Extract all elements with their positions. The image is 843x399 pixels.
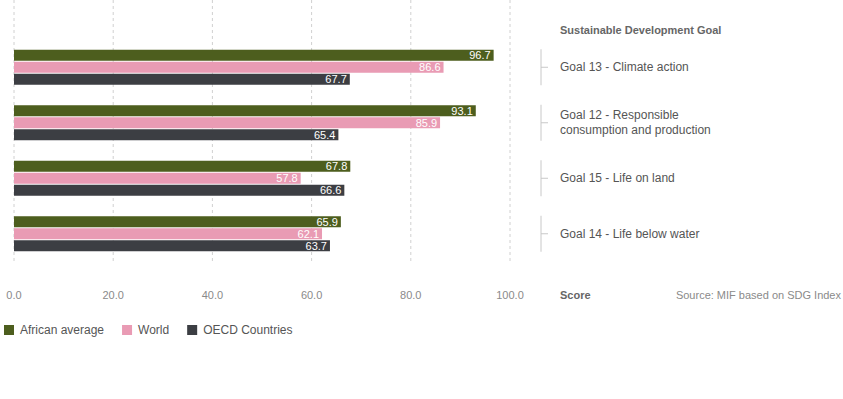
category-label: Goal 14 - Life below water: [560, 227, 699, 241]
bar: [14, 62, 444, 73]
data-label: 93.1: [451, 105, 472, 117]
category-label-line: Goal 15 - Life on land: [560, 171, 675, 185]
legend-label: African average: [20, 323, 104, 337]
category-label: Goal 15 - Life on land: [560, 171, 675, 185]
tick-label: 40.0: [202, 289, 223, 301]
bar: [14, 216, 341, 227]
bar: [14, 117, 440, 128]
grid-line: [410, 0, 411, 262]
bar: [14, 74, 350, 85]
category-label-line: Goal 12 - Responsible: [560, 108, 679, 122]
tick-label: 80.0: [400, 289, 421, 301]
data-label: 66.6: [320, 184, 341, 196]
bracket-tick: [541, 122, 548, 123]
data-label: 67.8: [326, 160, 347, 172]
category-label-line: consumption and production: [560, 123, 711, 137]
tick-label: 60.0: [301, 289, 322, 301]
category-axis-title: Sustainable Development Goal: [560, 24, 721, 36]
data-label: 63.7: [306, 240, 327, 252]
data-label: 65.4: [314, 129, 335, 141]
tick-label: 20.0: [102, 289, 123, 301]
bar: [14, 161, 350, 172]
axis-title: Score: [560, 289, 591, 301]
legend-label: OECD Countries: [203, 323, 292, 337]
category-label-line: Goal 13 - Climate action: [560, 60, 689, 74]
bracket-tick: [541, 178, 548, 179]
bar: [14, 129, 338, 140]
grid-line: [510, 0, 511, 262]
data-label: 62.1: [298, 228, 319, 240]
data-label: 57.8: [276, 172, 297, 184]
data-labels: 96.7 86.6 67.7 93.1 85.9 65.4 67.8 57.8 66.6 65.9…: [276, 49, 490, 252]
data-label: 85.9: [416, 117, 437, 129]
category-label: Goal 12 - Responsibleconsumption and pro…: [560, 108, 711, 137]
chart: 0.0 20.0 40.0 60.0 80.0 100.0 96.7 86.6 67.7 93.1…: [0, 0, 843, 399]
legend-swatch: [4, 325, 14, 335]
bars: [14, 50, 494, 252]
source: Source: MIF based on SDG Index: [676, 289, 842, 301]
bracket-tick: [541, 233, 548, 234]
category-label-line: Goal 14 - Life below water: [560, 227, 699, 241]
bar: [14, 228, 322, 239]
data-label: 86.6: [419, 61, 440, 73]
data-label: 67.7: [325, 73, 346, 85]
legend-swatch: [122, 325, 132, 335]
bar: [14, 185, 344, 196]
bar: [14, 240, 330, 251]
legend-label: World: [138, 323, 169, 337]
bracket-tick: [541, 67, 548, 68]
tick-label: 100.0: [496, 289, 524, 301]
bar: [14, 50, 494, 61]
bar: [14, 173, 301, 184]
data-label: 65.9: [316, 216, 337, 228]
category-label: Goal 13 - Climate action: [560, 60, 689, 74]
legend-swatch: [187, 325, 197, 335]
bar: [14, 105, 476, 116]
tick-label: 0.0: [6, 289, 21, 301]
data-label: 96.7: [469, 49, 490, 61]
